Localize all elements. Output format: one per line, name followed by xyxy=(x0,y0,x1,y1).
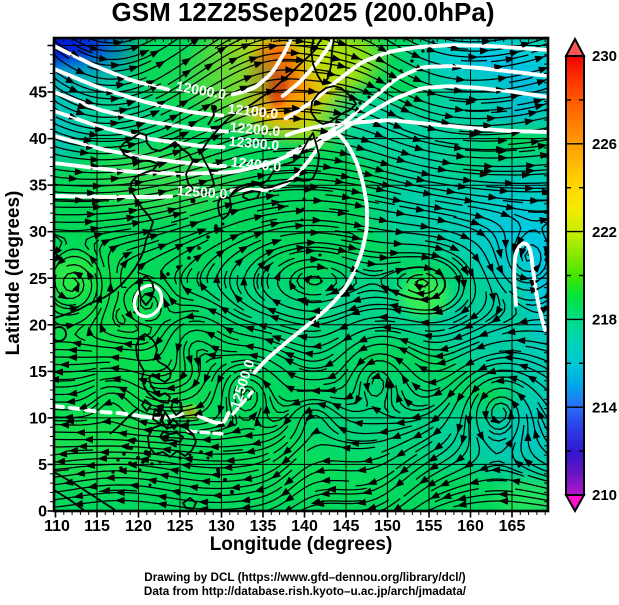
svg-text:230: 230 xyxy=(592,48,617,65)
svg-text:210: 210 xyxy=(592,487,617,504)
svg-text:214: 214 xyxy=(592,399,618,416)
svg-text:110: 110 xyxy=(44,518,70,535)
svg-text:10: 10 xyxy=(29,410,47,427)
svg-text:Drawing by DCL (https://www.gf: Drawing by DCL (https://www.gfd–dennou.o… xyxy=(144,571,466,584)
svg-text:15: 15 xyxy=(29,364,47,381)
svg-text:40: 40 xyxy=(29,131,47,148)
svg-text:35: 35 xyxy=(29,178,47,195)
svg-text:160: 160 xyxy=(457,518,484,535)
svg-text:222: 222 xyxy=(592,224,617,241)
svg-text:140: 140 xyxy=(291,518,318,535)
svg-text:115: 115 xyxy=(84,518,110,535)
svg-text:25: 25 xyxy=(29,271,47,288)
svg-text:5: 5 xyxy=(38,457,47,474)
svg-text:12100.0: 12100.0 xyxy=(227,100,279,121)
svg-text:30: 30 xyxy=(29,224,47,241)
svg-text:218: 218 xyxy=(592,312,617,329)
svg-text:0: 0 xyxy=(38,504,47,521)
svg-text:12200.0: 12200.0 xyxy=(229,119,281,139)
svg-text:20: 20 xyxy=(29,317,47,334)
svg-text:155: 155 xyxy=(416,518,443,535)
svg-text:12500.0: 12500.0 xyxy=(176,182,228,202)
svg-text:165: 165 xyxy=(499,518,526,535)
svg-text:226: 226 xyxy=(592,136,617,153)
svg-text:12300.0: 12300.0 xyxy=(228,133,280,153)
svg-text:Data from http://database.rish: Data from http://database.rish.kyoto–u.a… xyxy=(144,585,467,598)
svg-text:150: 150 xyxy=(374,518,401,535)
svg-text:145: 145 xyxy=(333,518,360,535)
svg-text:125: 125 xyxy=(167,518,194,535)
svg-text:45: 45 xyxy=(29,85,47,102)
svg-text:Latitude (degrees): Latitude (degrees) xyxy=(3,191,24,356)
svg-text:Longitude (degrees): Longitude (degrees) xyxy=(210,534,393,555)
svg-text:135: 135 xyxy=(250,518,277,535)
svg-text:GSM 12Z25Sep2025 (200.0hPa): GSM 12Z25Sep2025 (200.0hPa) xyxy=(112,0,495,27)
svg-text:130: 130 xyxy=(208,518,235,535)
svg-text:120: 120 xyxy=(125,518,152,535)
svg-text:12400.0: 12400.0 xyxy=(230,153,282,174)
